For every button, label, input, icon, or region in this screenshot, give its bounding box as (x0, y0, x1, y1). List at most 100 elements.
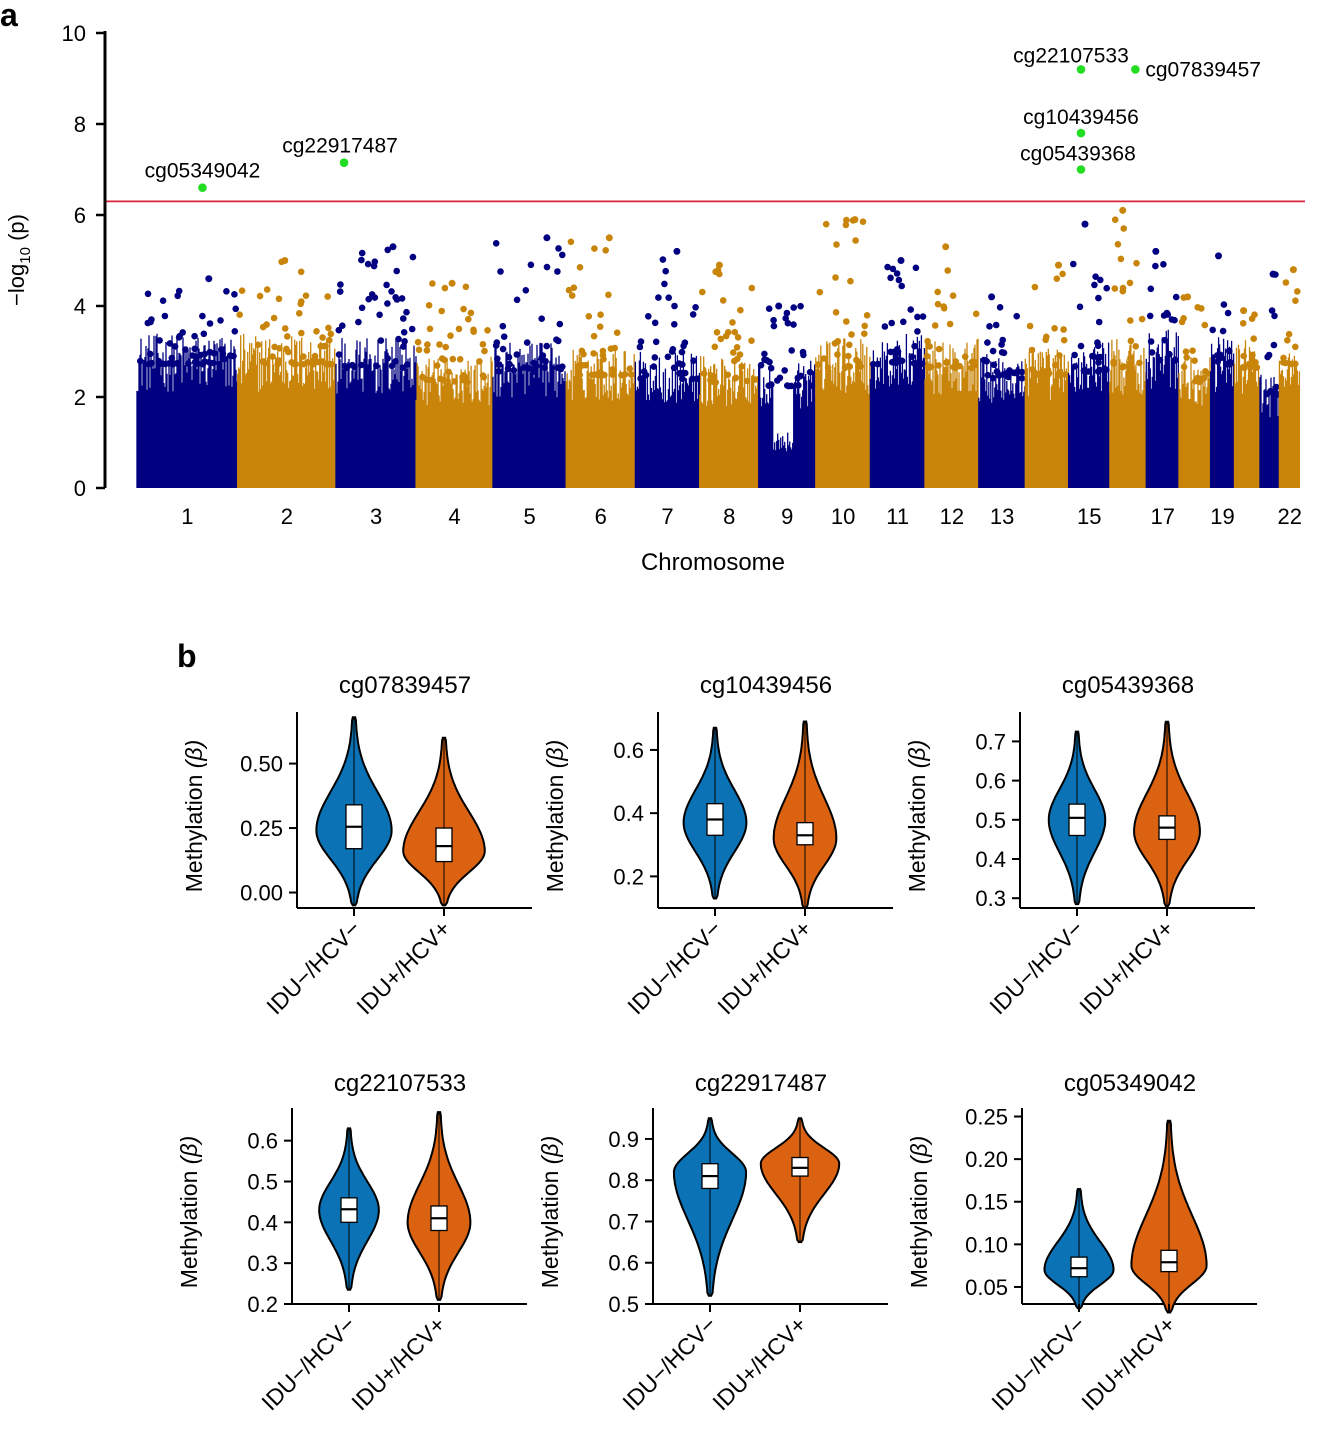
snp-point (599, 351, 607, 359)
y-axis-label-suffix: (p) (4, 214, 29, 247)
snp-point (1114, 241, 1122, 248)
snp-point (881, 323, 889, 330)
snp-point (355, 318, 362, 326)
violin-group-label: IDU−/HCV− (261, 915, 365, 1019)
snp-point (1103, 284, 1110, 292)
snp-point (590, 332, 598, 340)
violin-y-tick-label: 0.3 (975, 886, 1006, 911)
snp-point (717, 335, 725, 343)
violin-y-tick-label: 0.4 (247, 1210, 278, 1235)
violin-group-label: IDU−/HCV− (622, 915, 726, 1019)
snp-point (1240, 352, 1247, 360)
snp-point (1268, 307, 1276, 314)
violin-y-label-symbol: (β) (537, 1136, 563, 1164)
snp-point (495, 361, 503, 368)
snp-point (990, 361, 998, 369)
violin-title: cg07839457 (339, 672, 471, 699)
snp-point (935, 345, 943, 353)
snp-peak-point (205, 275, 213, 283)
snp-point (738, 363, 745, 370)
chromosome-19-points (1209, 252, 1235, 488)
violin-y-tick-label: 0.5 (247, 1170, 278, 1195)
snp-point (998, 341, 1005, 348)
snp-point (1294, 288, 1301, 295)
snp-point (993, 368, 1001, 375)
snp-point (1161, 336, 1168, 344)
chromosome-7-density (634, 351, 701, 488)
snp-point (652, 338, 660, 346)
snp-point (689, 375, 696, 383)
snp-point (847, 277, 854, 285)
snp-point (456, 356, 464, 363)
violin-y-label: Methylation (β) (537, 1136, 563, 1288)
snp-point (790, 321, 797, 328)
snp-point (324, 293, 332, 300)
snp-point (358, 249, 366, 257)
snp-point (1133, 259, 1140, 267)
violin-y-tick-label: 0.3 (247, 1251, 278, 1276)
violin-group-label: IDU+/HCV+ (712, 915, 816, 1019)
snp-point (1076, 303, 1084, 311)
snp-point (403, 308, 410, 316)
snp-point (1126, 279, 1134, 287)
snp-point (480, 373, 488, 381)
snp-point (1097, 353, 1104, 361)
snp-point (155, 357, 162, 365)
snp-point (445, 368, 453, 376)
snp-point (1005, 373, 1012, 381)
y-tick-label: 0 (74, 476, 86, 501)
snp-point (555, 245, 562, 252)
snp-point (843, 216, 850, 224)
probe-label-cg07839457: cg07839457 (1145, 58, 1261, 81)
snp-point (797, 372, 805, 380)
snp-point (724, 329, 732, 336)
snp-point (424, 341, 431, 348)
snp-point (1060, 336, 1068, 344)
x-tick-label-chr2: 2 (281, 504, 293, 529)
snp-point (724, 371, 732, 379)
snp-point (392, 294, 399, 301)
snp-peak-point (673, 247, 681, 255)
snp-point (910, 359, 918, 367)
snp-point (339, 322, 346, 330)
snp-point (1097, 276, 1104, 284)
snp-point (898, 357, 906, 365)
snp-point (887, 274, 894, 282)
snp-peak-point (1184, 293, 1192, 301)
snp-point (543, 342, 550, 350)
snp-point (956, 362, 963, 370)
snp-point (692, 304, 699, 311)
snp-point (199, 312, 206, 320)
snp-point (931, 322, 939, 329)
snp-point (1163, 309, 1171, 317)
chromosome-19-density (1209, 337, 1235, 488)
snp-point (376, 311, 383, 319)
snp-point (597, 311, 604, 319)
chromosome-22-density (1278, 353, 1301, 488)
snp-point (669, 346, 677, 353)
snp-point (1249, 351, 1256, 359)
probe-label-cg10439456: cg10439456 (1023, 106, 1139, 129)
chromosome-20-points (1233, 307, 1261, 488)
snp-point (259, 358, 267, 365)
chromosome-15-points (1067, 220, 1111, 488)
snp-point (1119, 284, 1127, 292)
snp-point (327, 330, 335, 338)
snp-point (809, 382, 816, 390)
snp-point (770, 316, 777, 324)
snp-peak-point (543, 234, 551, 242)
snp-point (1138, 315, 1146, 323)
violin-y-tick-label: 0.8 (608, 1168, 639, 1193)
snp-point (371, 258, 379, 266)
snp-point (989, 347, 997, 355)
snp-point (608, 366, 616, 373)
snp-point (998, 349, 1006, 356)
snp-point (627, 371, 635, 378)
snp-point (845, 352, 852, 360)
violin-box (796, 821, 814, 846)
snp-peak-point (851, 216, 859, 224)
snp-point (414, 338, 422, 346)
y-tick-label: 2 (74, 385, 86, 410)
snp-point (1031, 283, 1039, 291)
snp-point (1270, 341, 1278, 349)
